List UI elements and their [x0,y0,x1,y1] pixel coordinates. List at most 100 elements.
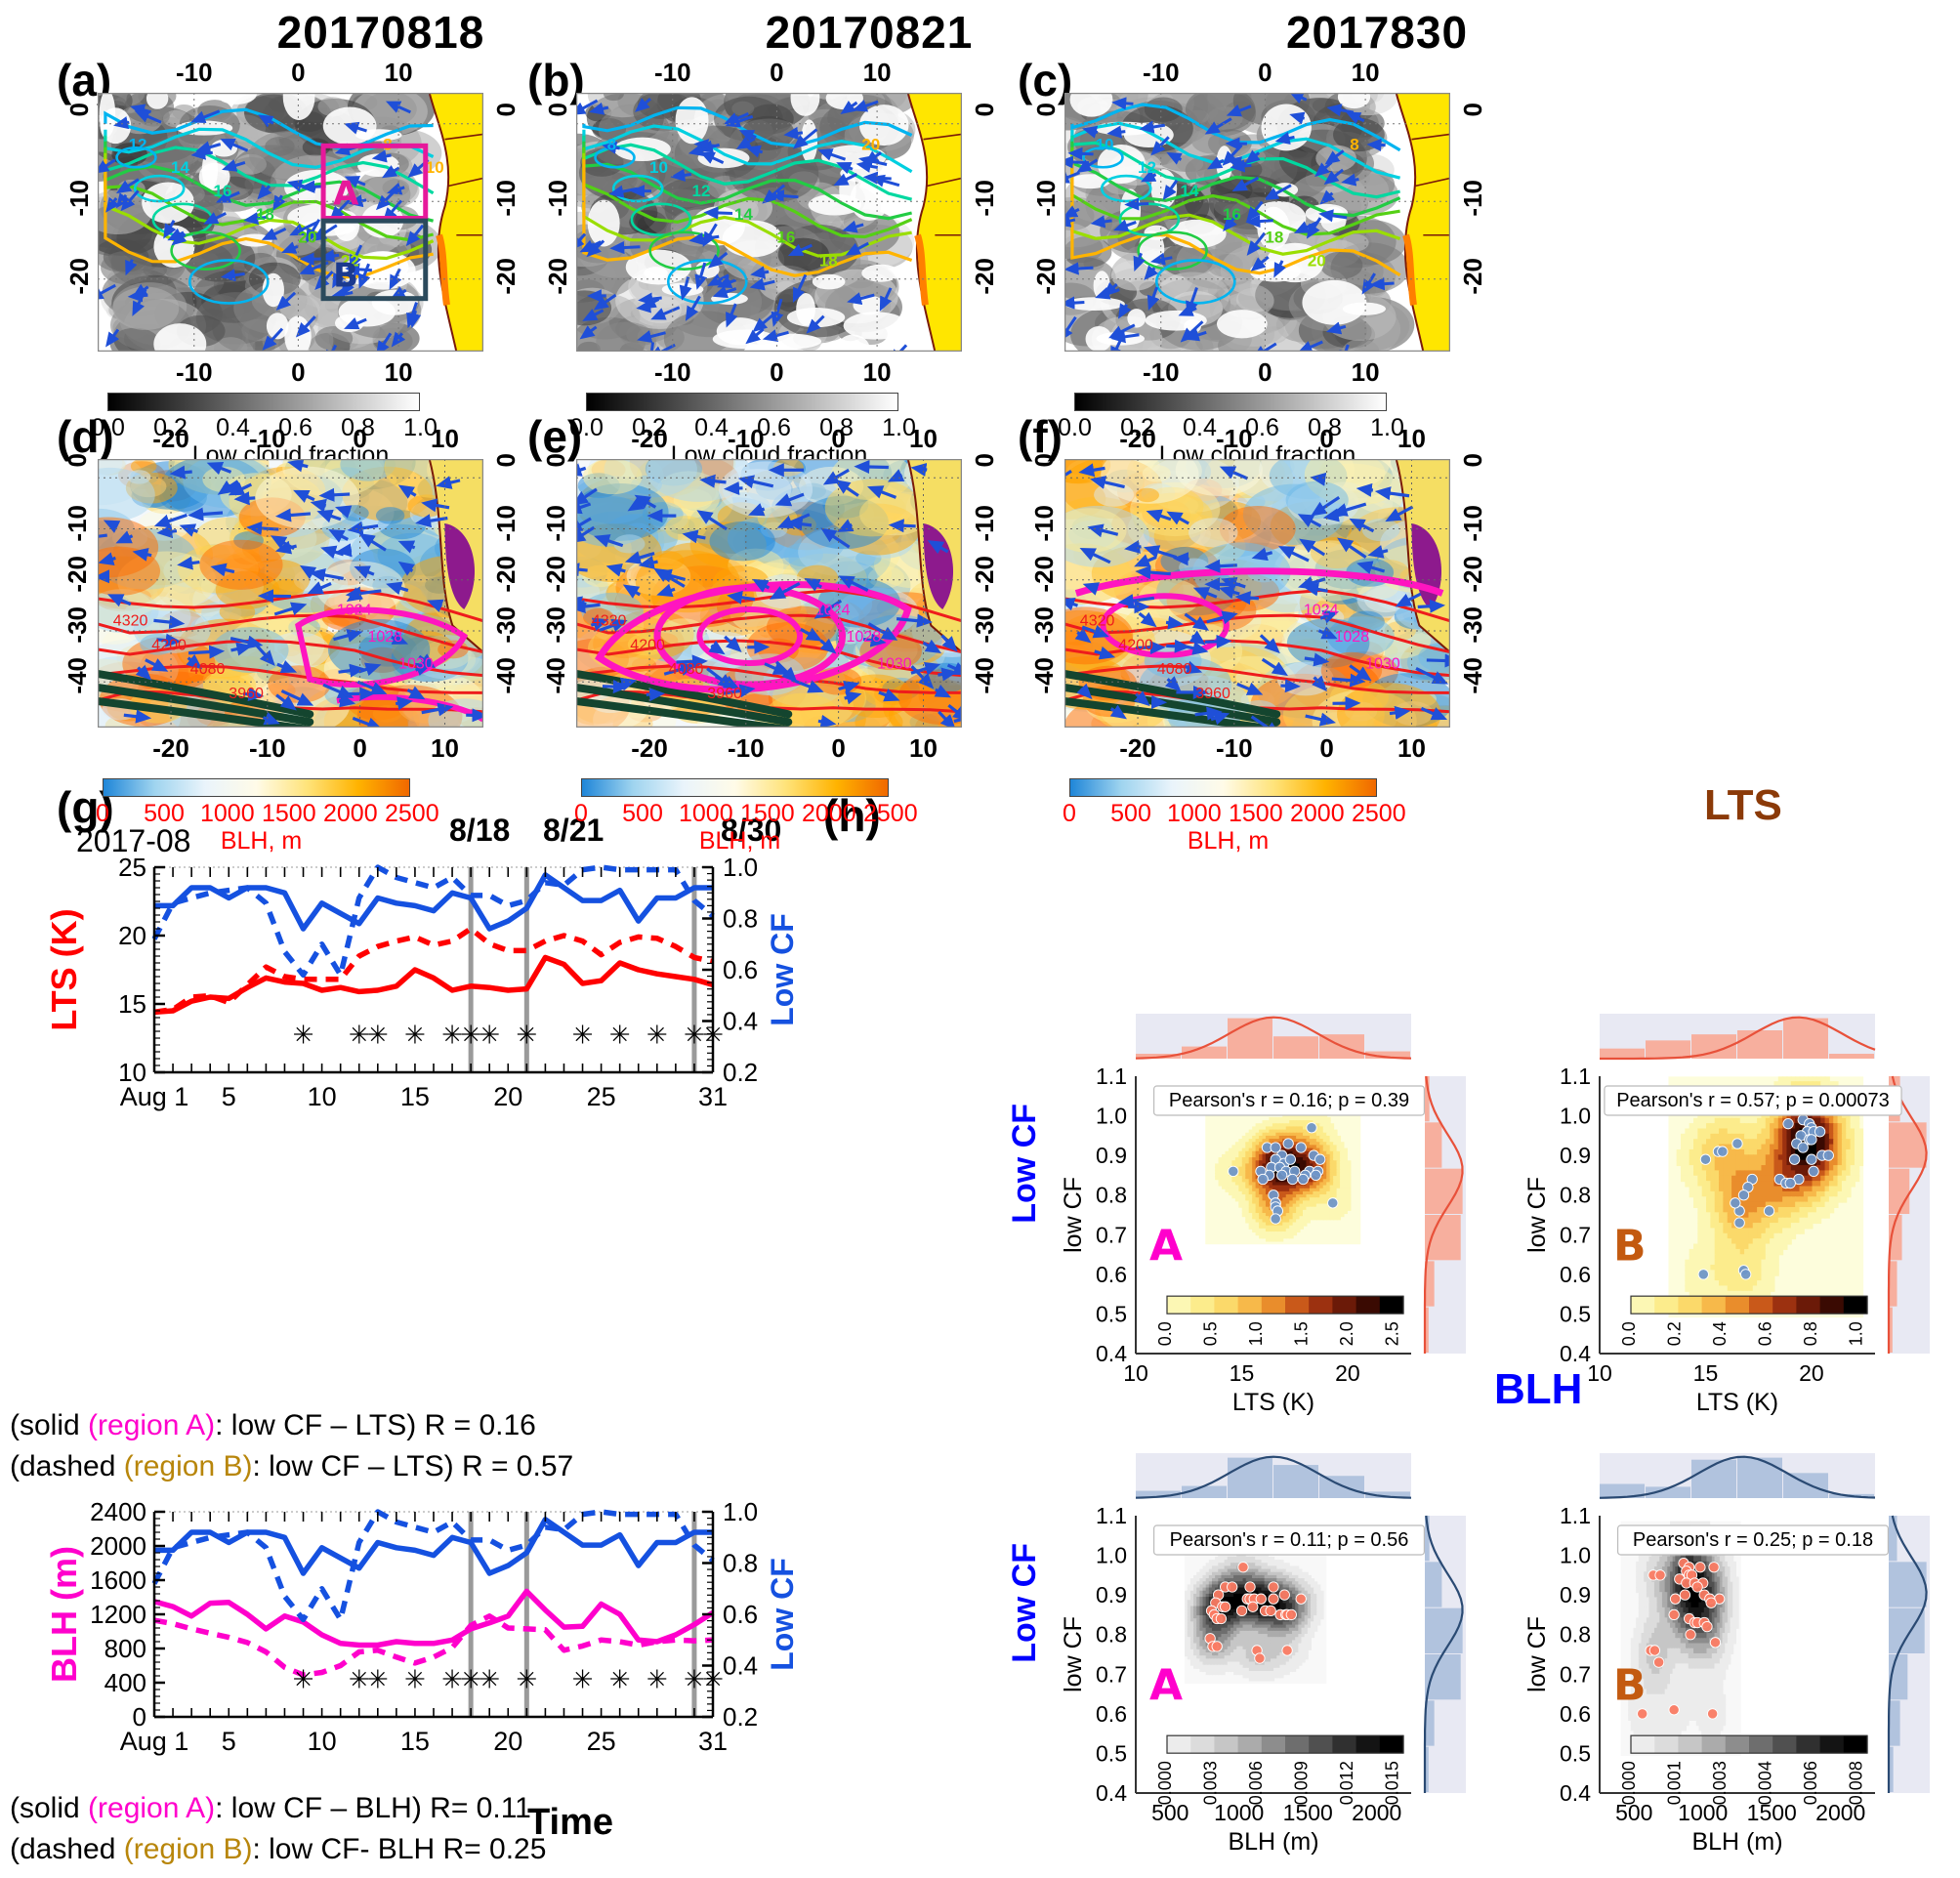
joint-plot-h_lts_A: A 0.4 0.5 0.6 0.7 0.8 0.9 1.0 1.1 10 15 20 LTS (K) lo… [1060,1006,1470,1426]
scatter-point [1668,1704,1680,1716]
map-xtick-top: -10 [1142,58,1180,87]
map-xtick-bottom: 10 [862,357,892,387]
h-y-tick: 0.8 [1096,1183,1127,1208]
map-xtick-top: -10 [653,58,691,87]
significance-marker: ✳ [349,1666,370,1695]
h-colorbar-tick: 0.4 [1710,1321,1730,1346]
h-inner-colorbar: 0.0 0.5 1.0 1.5 2.0 2.5 [1155,1295,1404,1346]
event-label-818: 8/18 [449,813,511,848]
h-x-tick: 1000 [1214,1800,1264,1825]
h-colorbar-tick: 0.6 [1755,1321,1774,1346]
h-y-tick: 0.8 [1096,1622,1127,1648]
blh-colorbar-tick: 500 [144,800,185,827]
scatter-point [1679,1589,1691,1601]
marginal-histogram-top [1599,1453,1876,1499]
scatter-point [1784,1177,1796,1189]
y2-axis-tick: 0.4 [723,1007,758,1036]
h-colorbar-tick: 0.008 [1846,1761,1865,1805]
series-line [153,1613,714,1678]
map-xtick-top: 10 [862,58,892,87]
scatter-point [1270,1142,1281,1153]
scatter-point [1254,1652,1266,1664]
blh-colorbar-tick: 500 [1110,800,1151,827]
scatter-point [1237,1562,1249,1573]
scatter-point [1648,1645,1661,1656]
map-ytick-left: 0 [1029,453,1059,468]
significance-marker: ✳ [460,1666,481,1695]
colorbar-tick: 0.2 [632,414,666,441]
map-xtick-bottom: -10 [728,733,765,763]
scatter-point [1788,1153,1801,1165]
map-ytick-right: 0 [491,102,521,117]
map-ytick-right: -20 [491,555,521,593]
scatter-point [1281,1645,1293,1656]
h-colorbar-tick: 0.003 [1710,1761,1730,1805]
significance-marker: ✳ [367,1022,389,1051]
scatter-point [1211,1641,1223,1652]
map-ytick-right: -20 [970,257,999,295]
scatter-point [1270,1213,1281,1225]
x-axis-tick: 20 [493,1727,522,1756]
h-y-tick: 0.4 [1560,1780,1591,1806]
caption-lts-solid-pre: (solid [10,1409,89,1441]
h-colorbar-tick: 0.0 [1619,1321,1639,1346]
significance-marker: ✳ [367,1666,389,1695]
scatter-point [1276,1169,1288,1182]
map-ytick-right: -20 [1458,555,1487,593]
x-axis-tick: 10 [308,1082,337,1111]
panel-label-c: (c) [1018,55,1073,105]
series-line [153,954,714,1016]
caption-lts-solid-post: : low CF – LTS) R = 0.16 [215,1409,536,1441]
h-colorbar-tick: 0.0 [1155,1321,1175,1346]
h-y-tick: 0.8 [1560,1622,1591,1648]
map-ytick-right: -40 [1458,657,1487,694]
map-xtick-top: -10 [249,424,286,453]
marginal-histogram-right [1423,1075,1466,1354]
panel-g-month-label: 2017-08 [76,823,191,858]
map-ytick-left: -30 [1029,606,1059,644]
scatter-point [1685,1629,1696,1641]
slp-contour-label: 1024 [815,603,851,619]
h-y-tick: 0.9 [1560,1582,1591,1607]
map-ytick-left: 0 [541,453,570,468]
map-ytick-left: -10 [541,504,570,542]
scatter-point [1730,1197,1741,1209]
h-colorbar-tick: 0.004 [1755,1761,1774,1805]
h-y-tick: 0.7 [1096,1222,1127,1247]
map-ytick-right: -40 [970,657,999,694]
map-ytick-right: -10 [970,180,999,217]
scatter-point [1286,1173,1299,1186]
map-xtick-top: 0 [1258,58,1272,87]
caption-lts-dashed-region: (region B) [123,1450,253,1482]
series-line [151,1509,715,1623]
map-xtick-bottom: -10 [1142,357,1180,387]
series-line [153,1588,715,1648]
h-colorbar-tick: 0.003 [1200,1761,1220,1805]
blh-contour-label: 3960 [707,686,742,702]
h-x-tick: 1500 [1283,1800,1333,1825]
colorbar-tick: 0.0 [569,414,604,441]
h-inner-colorbar: 0.000 0.003 0.006 0.009 0.012 0.015 [1155,1734,1404,1805]
pearson-annotation: Pearson's r = 0.57; p = 0.00073 [1604,1085,1902,1116]
h-y-axis-title: low CF [1523,1616,1551,1692]
colorbar-tick: 0.2 [1120,414,1154,441]
h-y-tick: 0.6 [1560,1262,1591,1287]
significance-marker: ✳ [684,1666,705,1695]
x-axis-tick: 10 [308,1727,337,1756]
slp-contour-label: 1028 [368,629,403,646]
h-x-axis-title: LTS (K) [1696,1389,1778,1416]
panel-label-e: (e) [527,411,583,462]
scatter-point [1740,1269,1752,1280]
scatter-point [1244,1581,1256,1593]
h-x-tick: 500 [1615,1800,1652,1825]
event-label-821: 8/21 [543,813,605,848]
pearson-annotation: Pearson's r = 0.25; p = 0.18 [1616,1524,1889,1556]
region-label-a: A [333,175,359,214]
y-axis-title: BLH (m) [44,1546,84,1683]
h-y-tick: 0.7 [1560,1222,1591,1247]
y-axis-tick: 800 [104,1634,146,1663]
caption-blh-solid-pre: (solid [10,1792,89,1824]
y-axis-tick: 2000 [90,1531,146,1561]
scatter-point [1247,1601,1259,1612]
contour-label: 18 [819,252,838,271]
